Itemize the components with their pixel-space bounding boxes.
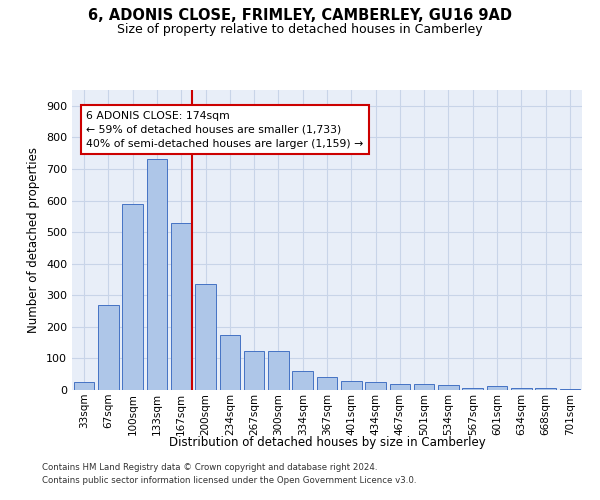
Bar (487, 386, 508, 390)
Bar (414, 384, 434, 390)
Text: Contains HM Land Registry data © Crown copyright and database right 2024.: Contains HM Land Registry data © Crown c… (42, 464, 377, 472)
Bar (122, 204, 143, 390)
Y-axis label: Number of detached properties: Number of detached properties (28, 147, 40, 333)
Bar (389, 384, 410, 390)
Bar (146, 160, 167, 390)
Bar (438, 386, 459, 390)
Bar (98, 304, 119, 390)
Bar (74, 382, 94, 390)
Text: Size of property relative to detached houses in Camberley: Size of property relative to detached ho… (117, 22, 483, 36)
Bar (244, 350, 265, 390)
Text: Distribution of detached houses by size in Camberley: Distribution of detached houses by size … (169, 436, 485, 449)
Text: 6, ADONIS CLOSE, FRIMLEY, CAMBERLEY, GU16 9AD: 6, ADONIS CLOSE, FRIMLEY, CAMBERLEY, GU1… (88, 8, 512, 22)
Bar (341, 380, 362, 390)
Text: 6 ADONIS CLOSE: 174sqm
← 59% of detached houses are smaller (1,733)
40% of semi-: 6 ADONIS CLOSE: 174sqm ← 59% of detached… (86, 110, 364, 148)
Bar (220, 334, 240, 390)
Bar (268, 350, 289, 390)
Bar (511, 388, 532, 390)
Bar (317, 378, 337, 390)
Bar (560, 389, 580, 390)
Bar (171, 222, 191, 390)
Bar (292, 371, 313, 390)
Bar (365, 382, 386, 390)
Bar (535, 388, 556, 390)
Bar (195, 284, 216, 390)
Text: Contains public sector information licensed under the Open Government Licence v3: Contains public sector information licen… (42, 476, 416, 485)
Bar (463, 388, 483, 390)
